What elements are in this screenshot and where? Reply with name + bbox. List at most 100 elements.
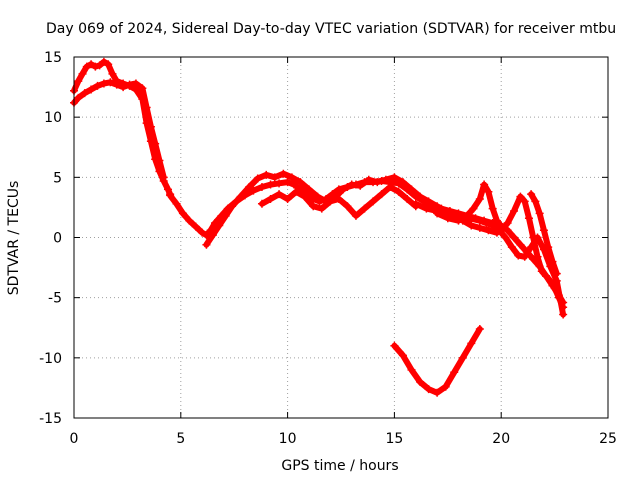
data-point — [407, 185, 416, 194]
data-point — [497, 226, 506, 235]
data-point — [492, 216, 501, 225]
data-point — [208, 231, 217, 240]
data-point — [185, 216, 194, 225]
data-point — [191, 222, 200, 231]
data-point — [215, 221, 224, 230]
data-point — [262, 170, 271, 179]
series-track-5 — [257, 182, 420, 220]
data-point — [514, 251, 523, 260]
data-point — [163, 185, 172, 194]
plot-series — [70, 57, 568, 397]
data-point — [95, 61, 104, 70]
series-track-2 — [70, 78, 168, 182]
data-point — [221, 211, 230, 220]
x-tick-label: 25 — [599, 431, 617, 447]
data-point — [300, 192, 309, 201]
data-point — [279, 169, 288, 178]
data-point — [546, 276, 555, 285]
data-point — [475, 324, 484, 333]
data-point — [356, 181, 365, 190]
data-point — [78, 69, 87, 78]
data-point — [386, 182, 395, 191]
data-point — [503, 219, 512, 228]
data-point — [411, 199, 420, 208]
data-point — [416, 377, 425, 386]
data-point — [394, 187, 403, 196]
x-axis-label: GPS time / hours — [281, 458, 398, 474]
y-tick-label: -15 — [39, 411, 62, 427]
data-point — [91, 62, 100, 71]
data-point — [544, 243, 553, 252]
data-point — [287, 173, 296, 182]
data-point — [178, 209, 187, 218]
data-point — [326, 197, 335, 206]
data-point — [351, 211, 360, 220]
data-point — [469, 204, 478, 213]
data-point — [524, 214, 533, 223]
x-tick-label: 10 — [279, 431, 297, 447]
data-point — [309, 202, 318, 211]
data-point — [433, 388, 442, 397]
data-point — [520, 197, 529, 206]
data-point — [119, 83, 128, 92]
data-point — [390, 341, 399, 350]
data-point — [87, 85, 96, 94]
series-band — [167, 177, 567, 306]
data-point — [501, 233, 510, 242]
data-point — [373, 178, 382, 187]
data-point — [159, 173, 168, 182]
data-point — [416, 192, 425, 201]
data-point — [74, 77, 83, 86]
data-point — [535, 209, 544, 218]
data-point — [510, 207, 519, 216]
data-point — [112, 80, 121, 89]
data-point — [542, 272, 551, 281]
data-point — [106, 78, 115, 87]
data-point — [236, 192, 245, 201]
data-point — [142, 103, 151, 112]
data-point — [257, 199, 266, 208]
data-point — [283, 178, 292, 187]
axis-ticks: 0 5 10 15 20 25 15 10 5 0 -5 -10 -15 — [39, 50, 617, 447]
data-point — [249, 186, 258, 195]
data-point — [554, 293, 563, 302]
data-point — [516, 240, 525, 249]
data-point — [364, 175, 373, 184]
data-point — [482, 219, 491, 228]
x-tick-label: 20 — [492, 431, 510, 447]
y-tick-label: 5 — [53, 170, 62, 186]
data-point — [484, 226, 493, 235]
data-point — [131, 79, 140, 88]
data-point — [422, 204, 431, 213]
data-point — [516, 192, 525, 201]
data-point — [480, 180, 489, 189]
data-point — [559, 303, 568, 312]
data-point — [390, 173, 399, 182]
data-point — [104, 60, 113, 69]
data-point — [172, 199, 181, 208]
data-point — [80, 89, 89, 98]
y-tick-label: -10 — [39, 351, 62, 367]
data-point — [424, 385, 433, 394]
data-point — [304, 185, 313, 194]
data-point — [433, 209, 442, 218]
x-tick-label: 15 — [385, 431, 403, 447]
data-point — [458, 353, 467, 362]
y-tick-label: 0 — [53, 231, 62, 247]
data-point — [454, 216, 463, 225]
data-point — [550, 284, 559, 293]
data-point — [443, 214, 452, 223]
data-point — [151, 139, 160, 148]
data-point — [343, 202, 352, 211]
series-band — [391, 326, 483, 396]
data-point — [484, 187, 493, 196]
data-point — [529, 233, 538, 242]
data-point — [292, 187, 301, 196]
data-point — [108, 69, 117, 78]
data-point — [537, 267, 546, 276]
data-point — [488, 221, 497, 230]
data-point — [424, 197, 433, 206]
data-point — [347, 180, 356, 189]
series-track-9 — [527, 190, 561, 278]
